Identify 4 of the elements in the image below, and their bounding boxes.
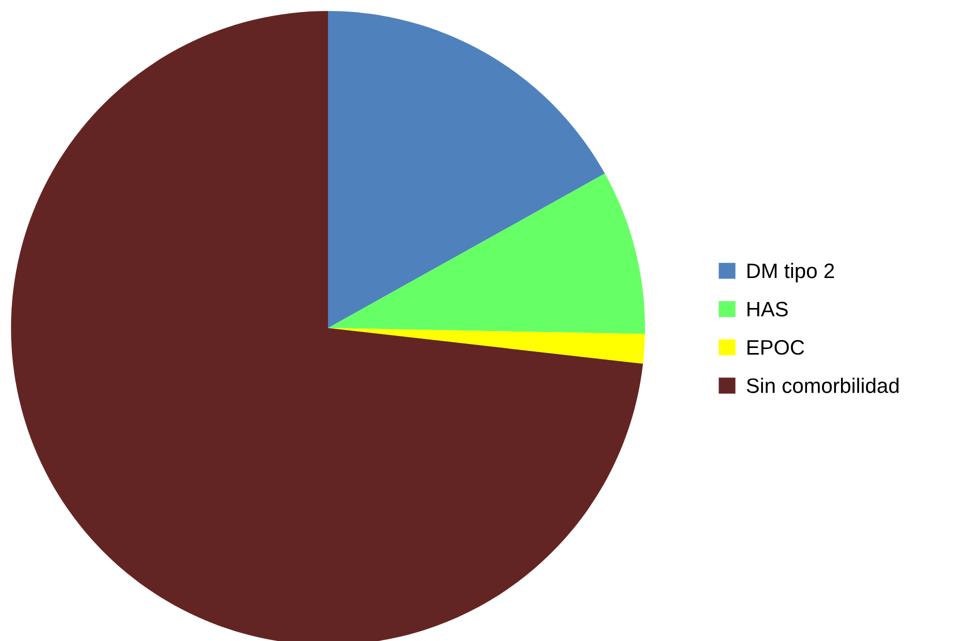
legend-label: EPOC [748,340,804,355]
legend-label: DM tipo 2 [748,262,834,282]
legend-label: HAS [748,302,788,317]
legend-label: Sin comorbilidad [746,378,899,394]
